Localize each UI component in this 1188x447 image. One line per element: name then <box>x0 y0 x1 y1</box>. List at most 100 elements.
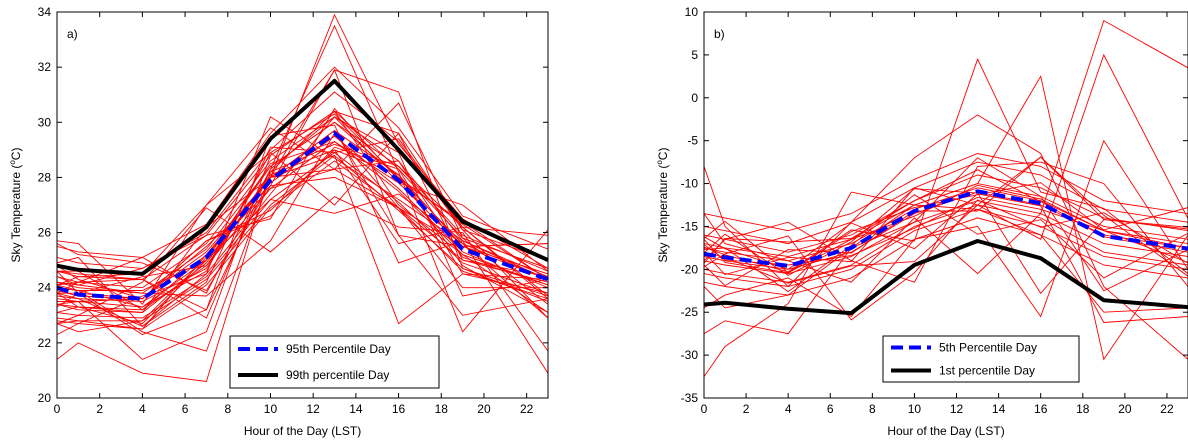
chart-0-daily-line-27 <box>57 68 548 330</box>
chart-1-plot-area <box>704 12 1188 398</box>
chart-1-legend-box <box>882 335 1080 383</box>
chart-1-panel-label: b) <box>714 27 725 41</box>
chart-0-x-tick-label-7: 14 <box>349 402 363 416</box>
chart-0-x-tick-label-11: 22 <box>520 402 534 416</box>
chart-0-x-tick-label-4: 8 <box>224 402 231 416</box>
chart-1-legend-label-0: 5th Percentile Day <box>939 341 1037 355</box>
chart-0-background-lines <box>57 13 548 382</box>
chart-1-x-tick-label-6: 12 <box>950 402 964 416</box>
chart-0-y-tick-label-1: 22 <box>38 336 52 350</box>
chart-1-daily-line-19 <box>704 194 1188 293</box>
chart-0-legend-box <box>229 335 440 389</box>
chart-1-x-tick-label-1: 2 <box>743 402 750 416</box>
chart-1-y-tick-label-7: 0 <box>691 91 698 105</box>
chart-1-y-axis-label: Sky Temperature (oC) <box>655 148 670 263</box>
chart-0-y-tick-label-7: 34 <box>38 5 52 19</box>
chart-0-plot-area <box>57 12 548 398</box>
chart-0-x-tick-label-9: 18 <box>435 402 449 416</box>
chart-1-y-axis-label-end: C) <box>656 148 670 161</box>
chart-0-daily-line-35 <box>57 121 548 333</box>
chart-0-y-tick-label-5: 30 <box>38 115 52 129</box>
chart-1-daily-line-3 <box>704 208 1188 287</box>
chart-0-daily-line-38 <box>57 168 548 311</box>
chart-1-daily-line-11 <box>704 157 1188 335</box>
chart-1-daily-line-18 <box>704 182 1188 274</box>
chart-1-y-axis-label-main: Sky Temperature ( <box>656 165 670 263</box>
chart-0-y-axis-label-end: C) <box>9 148 23 161</box>
chart-1-legend-label-1: 1st percentile Day <box>939 364 1035 378</box>
chart-0-daily-line-36 <box>57 176 548 305</box>
chart-0-y-tick-label-2: 24 <box>38 281 52 295</box>
chart-1-axes-box <box>703 11 1188 399</box>
chart-1-x-axis-label: Hour of the Day (LST) <box>887 424 1004 438</box>
chart-0-x-tick-label-8: 16 <box>392 402 406 416</box>
chart-1-x-tick-label-11: 22 <box>1160 402 1174 416</box>
chart-1-y-tick-label-6: -5 <box>687 134 698 148</box>
chart-1-x-tick-label-5: 10 <box>908 402 922 416</box>
chart-0-y-axis-label-main: Sky Temperature ( <box>9 165 23 263</box>
chart-1-series-lines <box>704 189 1188 316</box>
chart-0-x-tick-label-1: 2 <box>96 402 103 416</box>
chart-0-y-tick-label-4: 28 <box>38 170 52 184</box>
chart-0-daily-line-22 <box>57 102 548 305</box>
chart-1-x-tick-label-4: 8 <box>869 402 876 416</box>
chart-1-daily-line-22 <box>704 188 1188 295</box>
chart-0-daily-line-29 <box>57 132 548 297</box>
chart-1-daily-line-10 <box>704 114 1188 360</box>
chart-0-y-tick-label-0: 20 <box>38 391 52 405</box>
chart-0-x-axis-label: Hour of the Day (LST) <box>244 424 361 438</box>
chart-1-daily-line-13 <box>704 53 1188 276</box>
chart-0-x-tick-label-6: 12 <box>306 402 320 416</box>
chart-1-x-tick-label-9: 18 <box>1076 402 1090 416</box>
chart-1-x-tick-label-8: 16 <box>1034 402 1048 416</box>
chart-1-y-tick-label-9: 10 <box>685 5 699 19</box>
chart-0-y-tick-label-6: 32 <box>38 60 52 74</box>
chart-1-x-tick-label-10: 20 <box>1118 402 1132 416</box>
chart-0-daily-line-20 <box>57 107 548 286</box>
chart-0-series-line-0 <box>57 131 548 301</box>
chart-0-x-tick-label-0: 0 <box>54 402 61 416</box>
panel-a: 0 2 4 6 8 10 12 14 16 18 20 222022242628303234a)Hou… <box>8 5 549 438</box>
chart-1-series-line-0 <box>704 189 1188 268</box>
chart-1-daily-line-26 <box>704 19 1188 283</box>
chart-0-daily-line-37 <box>57 146 548 300</box>
chart-1-y-axis-label-sup: o <box>655 160 664 165</box>
chart-1-daily-line-25 <box>704 161 1188 287</box>
chart-1-x-tick-label-0: 0 <box>701 402 708 416</box>
chart-1-daily-line-9 <box>704 204 1188 283</box>
chart-0-daily-line-39 <box>57 141 548 325</box>
chart-1-y-tick-label-5: -10 <box>681 177 699 191</box>
chart-1-daily-line-28 <box>704 139 1188 318</box>
chart-0-series-line-1 <box>57 78 548 276</box>
chart-0-y-axis-label-sup: o <box>8 160 17 165</box>
chart-1-x-tick-label-2: 4 <box>785 402 792 416</box>
chart-1-legend: 5th Percentile Day 1st percentile Day <box>882 335 1080 383</box>
chart-1-daily-line-17 <box>704 193 1188 323</box>
chart-0-panel-label: a) <box>67 27 78 41</box>
chart-0-daily-line-12 <box>57 110 548 382</box>
chart-0-x-tick-label-5: 10 <box>264 402 278 416</box>
chart-1-series-line-1 <box>704 239 1188 316</box>
chart-1-x-tick-label-7: 14 <box>992 402 1006 416</box>
chart-0-daily-line-8 <box>57 66 548 258</box>
chart-1-daily-line-8 <box>704 153 1188 232</box>
panel-b: 0 2 4 6 8 10 12 14 16 18 20 22 -35 -30 -25 -20 -15 -10 -5 0… <box>655 5 1188 438</box>
chart-0-legend: 95th Percentile Day 99th percentile Day <box>229 335 440 389</box>
chart-0-axes-box <box>56 11 549 399</box>
chart-0-series-lines <box>57 78 548 301</box>
chart-1-y-tick-label-8: 5 <box>691 48 698 62</box>
chart-0-legend-label-1: 99th percentile Day <box>286 368 389 382</box>
chart-1-y-tick-label-1: -30 <box>681 348 699 362</box>
chart-0-y-tick-label-3: 26 <box>38 226 52 240</box>
chart-0-x-tick-label-10: 20 <box>477 402 491 416</box>
chart-0-x-tick-label-2: 4 <box>139 402 146 416</box>
chart-1-y-tick-label-4: -15 <box>681 219 699 233</box>
chart-0-legend-label-0: 95th Percentile Day <box>286 342 391 356</box>
chart-0-y-axis-label: Sky Temperature (oC) <box>8 148 23 263</box>
chart-1-y-tick-label-3: -20 <box>681 262 699 276</box>
chart-1-x-tick-label-3: 6 <box>827 402 834 416</box>
chart-0-daily-line-32 <box>57 116 548 335</box>
chart-0-daily-line-5 <box>57 160 548 330</box>
